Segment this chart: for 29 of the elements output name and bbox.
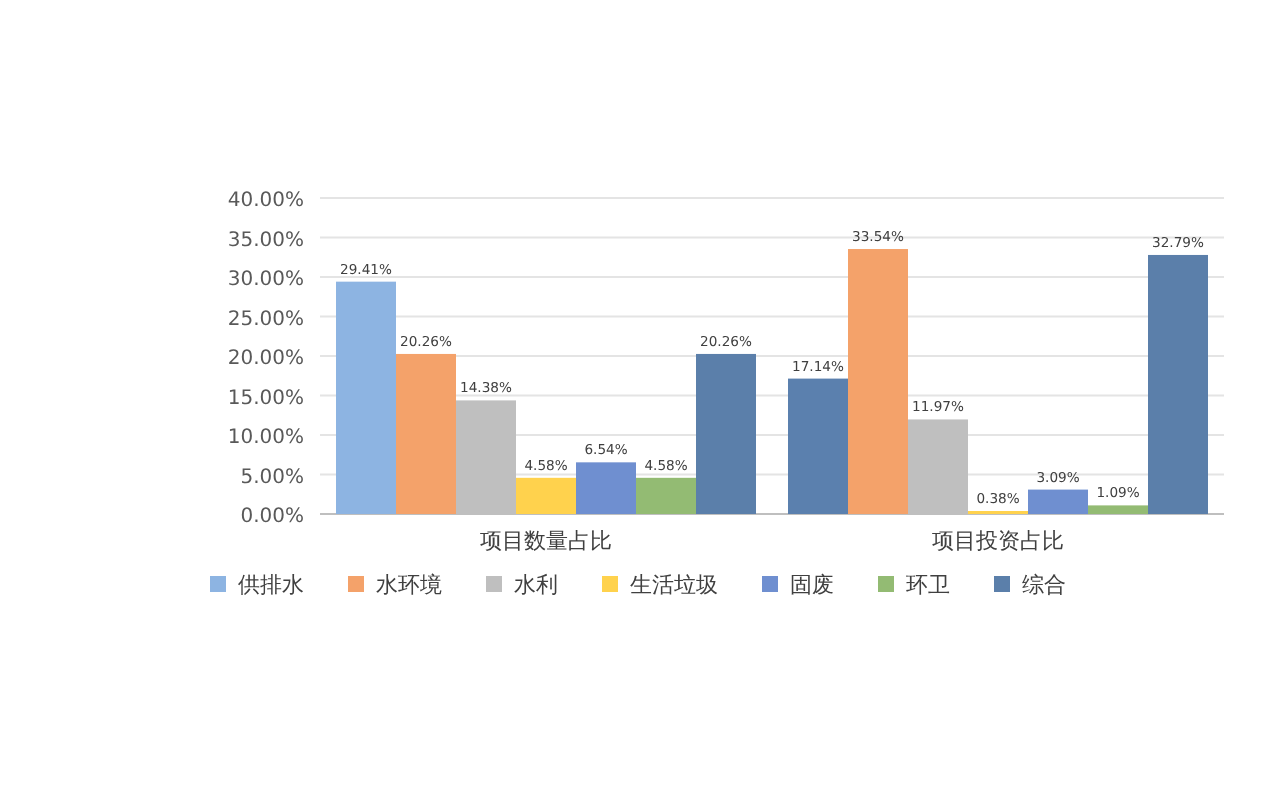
bar (848, 249, 908, 514)
bar (696, 353, 756, 514)
bar (336, 281, 396, 514)
bar (788, 378, 848, 514)
y-tick-label: 20.00% (227, 348, 304, 370)
legend-label: 固废 (790, 572, 834, 598)
y-tick-label: 30.00% (227, 269, 304, 291)
y-tick-label: 35.00% (227, 229, 304, 252)
legend-label: 生活垃圾 (630, 572, 718, 598)
bar (1028, 489, 1088, 514)
bar (576, 462, 636, 514)
bar (396, 353, 456, 514)
legend-label: 供排水 (238, 572, 304, 598)
bar (1148, 254, 1208, 514)
legend-label: 水利 (514, 572, 558, 598)
bar (1088, 505, 1148, 514)
bar (636, 477, 696, 514)
legend-label: 环卫 (906, 572, 950, 598)
y-tick-label: 0.00% (240, 506, 304, 528)
y-tick-label: 5.00% (240, 466, 304, 489)
y-tick-label: 10.00% (227, 427, 304, 449)
legend-label: 综合 (1022, 572, 1066, 598)
y-tick-label: 40.00% (227, 190, 304, 212)
x-tick-label: 项目投资占比 (932, 528, 1064, 554)
y-tick-label: 15.00% (227, 387, 304, 410)
y-tick-label: 25.00% (227, 308, 304, 331)
legend-label: 水环境 (376, 572, 442, 598)
x-tick-label: 项目数量占比 (480, 528, 612, 554)
bar (516, 477, 576, 514)
